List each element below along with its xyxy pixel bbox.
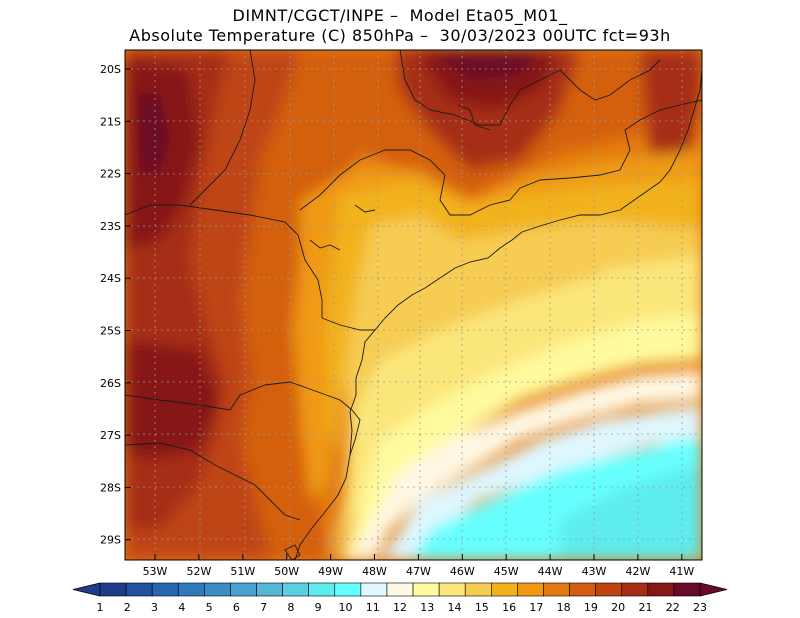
colorbar-label: 20 [611,601,625,614]
latitude-axis: 20S 21S 22S 23S 24S 25S 26S 27S 28S 29S [100,63,131,547]
colorbar-swatch [517,582,544,597]
colorbar-swatch [360,582,388,597]
lon-tick-label: 47W [406,565,431,578]
coastline-and-borders [125,50,702,560]
colorbar-swatch [569,582,596,597]
temperature-field [125,50,702,560]
lat-tick-label: 20S [100,63,121,76]
lon-tick-label: 52W [186,565,211,578]
colorbar-label: 15 [475,601,489,614]
colorbar-swatch [438,582,466,597]
lat-tick-label: 21S [100,115,121,128]
colorbar-label: 10 [338,601,352,614]
colorbar-swatch [673,582,701,597]
lon-tick-label: 42W [625,565,650,578]
colorbar-swatch [412,582,440,597]
colorbar-swatch [308,582,336,597]
lat-tick-label: 29S [100,534,121,547]
colorbar-swatch [386,582,414,597]
lon-tick-label: 49W [318,565,343,578]
lon-tick-label: 46W [450,565,475,578]
colorbar-label: 8 [287,601,294,614]
colorbar-swatch [647,582,675,597]
colorbar-label: 11 [366,601,380,614]
colorbar-label: 19 [584,601,598,614]
colorbar-swatch [621,582,649,597]
colorbar-label: 12 [393,601,407,614]
lat-tick-label: 26S [100,377,121,390]
colorbar-swatch [125,582,153,597]
colorbar-swatch [595,582,623,597]
colorbar-label: 5 [206,601,213,614]
colorbar-swatch [151,582,179,597]
grid-lines [125,50,702,560]
colorbar-right-arrow [699,582,728,597]
lon-tick-label: 51W [230,565,255,578]
longitude-axis: 53W 52W 51W 50W 49W 48W 47W 46W 45W 44W 43W 42W 41W [143,554,694,578]
lat-tick-label: 25S [100,325,121,338]
lat-tick-label: 27S [100,429,121,442]
colorbar-label: 16 [502,601,516,614]
colorbar-swatch [543,582,570,597]
map-title-line1: DIMNT/CGCT/INPE – Model Eta05_M01_ [232,6,568,25]
colorbar-swatch [177,582,205,597]
colorbar-label: 22 [666,601,680,614]
colorbar-swatch [99,582,127,597]
lon-tick-label: 48W [362,565,387,578]
colorbar-label: 14 [448,601,462,614]
colorbar-label: 9 [315,601,322,614]
colorbar-left-arrow [72,582,101,597]
colorbar: 1 2 3 4 5 6 7 8 9 10 11 12 13 14 15 16 17 18 19 20 21 22 23 [72,582,728,614]
colorbar-swatch [256,582,283,597]
lon-tick-label: 50W [274,565,299,578]
lon-tick-label: 41W [669,565,694,578]
lat-tick-label: 22S [100,168,121,181]
colorbar-swatch [464,582,492,597]
lon-tick-label: 53W [143,565,168,578]
colorbar-label: 23 [693,601,707,614]
colorbar-label: 17 [529,601,543,614]
colorbar-label: 7 [260,601,267,614]
lon-tick-label: 44W [538,565,563,578]
lon-tick-label: 45W [494,565,519,578]
colorbar-swatch [491,582,518,597]
lat-tick-label: 28S [100,481,121,494]
colorbar-swatch [282,582,309,597]
colorbar-swatch [334,582,362,597]
colorbar-label: 21 [638,601,652,614]
lat-tick-label: 24S [100,272,121,285]
colorbar-swatch [204,582,231,597]
colorbar-label: 4 [178,601,185,614]
lat-tick-label: 23S [100,220,121,233]
colorbar-label: 18 [557,601,571,614]
colorbar-label: 13 [420,601,434,614]
map-title-line2: Absolute Temperature (C) 850hPa – 30/03/… [129,26,671,45]
colorbar-label: 3 [151,601,158,614]
colorbar-label: 1 [97,601,104,614]
plot-frame [124,49,703,561]
lon-tick-label: 43W [582,565,607,578]
colorbar-label: 6 [233,601,240,614]
colorbar-swatch [230,582,257,597]
colorbar-label: 2 [124,601,131,614]
